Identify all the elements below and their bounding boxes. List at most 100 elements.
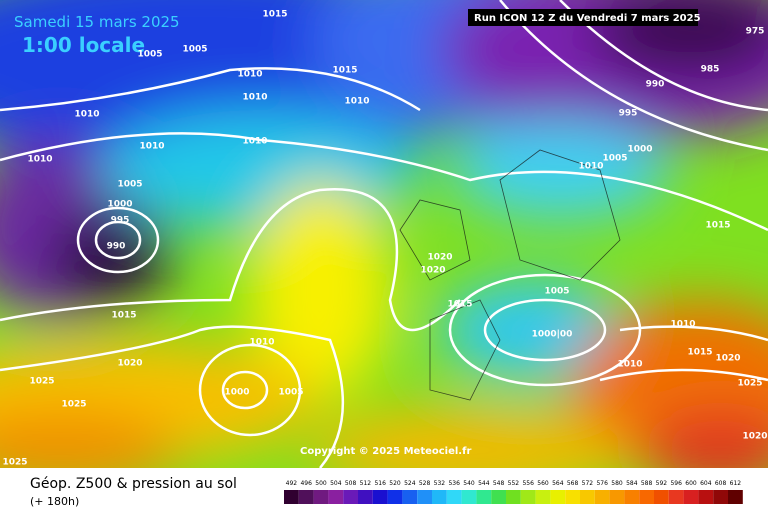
isobar-label: 1010 bbox=[617, 360, 642, 370]
scale-swatch bbox=[358, 490, 373, 504]
isobar-label: 1025 bbox=[29, 377, 54, 387]
isobar-label: 1000|00 bbox=[532, 330, 573, 340]
isobar-label: 1015 bbox=[262, 10, 287, 20]
isobar-label: 990 bbox=[107, 242, 126, 252]
isobar-label: 1025 bbox=[2, 458, 27, 468]
scale-label: 544 bbox=[478, 480, 490, 487]
run-info: Run ICON 12 Z du Vendredi 7 mars 2025 bbox=[474, 13, 701, 24]
scale-swatch bbox=[446, 490, 462, 504]
scale-swatch bbox=[461, 490, 477, 504]
isobar-label: 995 bbox=[619, 109, 638, 119]
footer-title: Géop. Z500 & pression au sol bbox=[30, 476, 237, 492]
scale-label: 588 bbox=[641, 480, 653, 487]
scale-swatch bbox=[668, 490, 684, 504]
isobar-label: 995 bbox=[111, 216, 130, 226]
scale-swatch bbox=[476, 490, 492, 504]
scale-label: 524 bbox=[404, 480, 416, 487]
isobar-label: 1020 bbox=[427, 253, 452, 263]
scale-swatch bbox=[298, 490, 314, 504]
scale-label: 540 bbox=[463, 480, 475, 487]
isobar-label: 1025 bbox=[61, 400, 86, 410]
scale-label: 492 bbox=[286, 480, 298, 487]
scale-label: 536 bbox=[448, 480, 460, 487]
isobar-label: 1020 bbox=[420, 266, 445, 276]
run-box bbox=[468, 9, 698, 26]
scale-label: 600 bbox=[685, 480, 697, 487]
scale-label: 592 bbox=[656, 480, 668, 487]
isobar-label: 975 bbox=[746, 27, 765, 37]
isobar-label: 1010 bbox=[242, 93, 267, 103]
isobar-label: 1020 bbox=[742, 432, 767, 442]
scale-label: 496 bbox=[300, 480, 312, 487]
isobar-label: 990 bbox=[646, 80, 665, 90]
isobar-label: 1005 bbox=[602, 154, 627, 164]
scale-label: 584 bbox=[626, 480, 638, 487]
scale-swatch bbox=[387, 490, 403, 504]
scale-swatch bbox=[417, 490, 432, 504]
isobar-label: 1010 bbox=[578, 162, 603, 172]
scale-label: 508 bbox=[345, 480, 357, 487]
scale-label: 500 bbox=[315, 480, 327, 487]
scale-swatch bbox=[402, 490, 418, 504]
scale-swatch bbox=[343, 490, 358, 504]
footer-lead: (+ 180h) bbox=[30, 495, 79, 508]
scale-swatch bbox=[313, 490, 329, 504]
forecast-date: Samedi 15 mars 2025 bbox=[14, 13, 180, 31]
scale-swatch bbox=[654, 490, 669, 504]
isobar-label: 1010 bbox=[237, 70, 262, 80]
isobar-label: 1015 bbox=[332, 66, 357, 76]
scale-swatch bbox=[550, 490, 566, 504]
isobar-label: 1010 bbox=[249, 338, 274, 348]
isobar-label: 1005 bbox=[278, 388, 303, 398]
isobar-label: 1005 bbox=[182, 45, 207, 55]
scale-label: 556 bbox=[522, 480, 534, 487]
copyright: Copyright © 2025 Meteociel.fr bbox=[300, 446, 471, 457]
isobar-label: 1010 bbox=[344, 97, 369, 107]
scale-label: 572 bbox=[582, 480, 594, 487]
scale-label: 612 bbox=[730, 480, 742, 487]
scale-swatch bbox=[624, 490, 640, 504]
scale-swatch bbox=[594, 490, 610, 504]
isobar-label: 1020 bbox=[117, 359, 142, 369]
isobar-label: 1005 bbox=[544, 287, 569, 297]
scale-label: 528 bbox=[419, 480, 431, 487]
isobar-label: 1000 bbox=[627, 145, 652, 155]
scale-label: 564 bbox=[552, 480, 564, 487]
scale-label: 532 bbox=[434, 480, 446, 487]
field bbox=[0, 0, 768, 468]
scale-label: 516 bbox=[374, 480, 386, 487]
scale-label: 604 bbox=[700, 480, 712, 487]
isobar-label: 1015 bbox=[687, 348, 712, 358]
isobar-label: 1000 bbox=[224, 388, 249, 398]
scale-label: 560 bbox=[537, 480, 549, 487]
scale-swatch bbox=[328, 490, 344, 504]
scale-swatch bbox=[520, 490, 536, 504]
scale-label: 548 bbox=[493, 480, 505, 487]
color-scale: 492 496 500 504 508 512 516 520 524 528 532 536 540 5… bbox=[284, 480, 743, 504]
isobar-labels: 1015 1005 1005 1015 1010 1010 1010 1010 1010 1010… bbox=[2, 10, 767, 468]
isobar-label: 1015 bbox=[447, 300, 472, 310]
forecast-time: 1:00 locale bbox=[22, 33, 145, 57]
scale-swatch bbox=[491, 490, 506, 504]
scale-label: 576 bbox=[596, 480, 608, 487]
scale-swatch bbox=[284, 490, 299, 504]
scale-label: 512 bbox=[360, 480, 372, 487]
scale-swatch bbox=[683, 490, 699, 504]
scale-swatch bbox=[372, 490, 388, 504]
isobar-label: 1010 bbox=[670, 320, 695, 330]
isobar-label: 1015 bbox=[705, 221, 730, 231]
isobar-label: 1010 bbox=[139, 142, 164, 152]
scale-swatch bbox=[713, 490, 728, 504]
isobar-label: 1015 bbox=[111, 311, 136, 321]
scale-label: 504 bbox=[330, 480, 342, 487]
scale-swatch bbox=[728, 490, 743, 504]
scale-swatch bbox=[609, 490, 625, 504]
scale-swatch bbox=[432, 490, 447, 504]
isobar-label: 1025 bbox=[737, 379, 762, 389]
scale-swatch bbox=[535, 490, 551, 504]
isobar-label: 1010 bbox=[242, 137, 267, 147]
isobar-label: 1020 bbox=[715, 354, 740, 364]
scale-swatch bbox=[506, 490, 521, 504]
scale-label: 552 bbox=[508, 480, 520, 487]
